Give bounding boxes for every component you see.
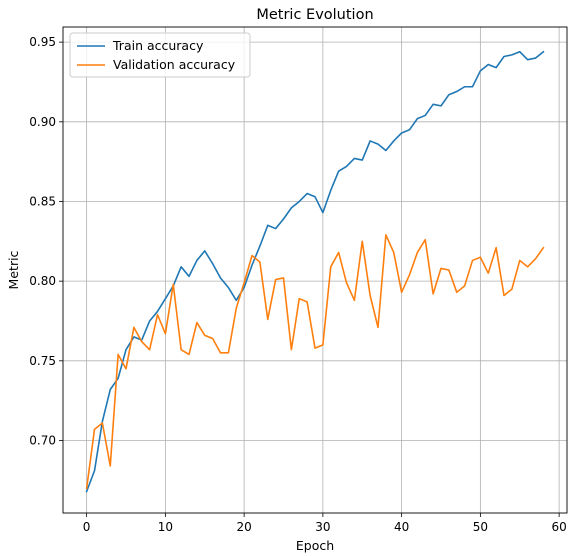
- y-tick-label: 0.80: [29, 274, 56, 288]
- series-line-train: [85, 50, 545, 493]
- y-tick-label: 0.85: [29, 194, 56, 208]
- y-tick-label: 0.95: [29, 35, 56, 49]
- x-tick-label: 10: [158, 520, 173, 534]
- x-axis-label: Epoch: [296, 538, 334, 553]
- legend-frame: [69, 32, 251, 78]
- axis-ticks: 0 10 20 30 40 50 60 0.70 0.75 0.80 0.85 0.90 0.95: [29, 35, 566, 534]
- x-tick-label: 20: [236, 520, 251, 534]
- x-tick-label: 60: [551, 520, 566, 534]
- legend-label-train: Train accuracy: [112, 38, 204, 53]
- series-lines: [85, 50, 545, 493]
- y-tick-label: 0.70: [29, 433, 56, 447]
- plot-frame: [62, 26, 568, 514]
- plot-area: [63, 27, 567, 513]
- legend-label-validation: Validation accuracy: [113, 57, 236, 72]
- legend: Train accuracy Validation accuracy: [69, 32, 251, 78]
- chart-title: Metric Evolution: [256, 7, 373, 23]
- series-line-validation: [85, 234, 545, 490]
- x-tick-label: 40: [394, 520, 409, 534]
- x-tick-label: 0: [83, 520, 91, 534]
- x-tick-label: 50: [473, 520, 488, 534]
- y-axis-label: Metric: [6, 250, 21, 289]
- y-tick-label: 0.75: [29, 354, 56, 368]
- y-tick-label: 0.90: [29, 115, 56, 129]
- x-tick-label: 30: [315, 520, 330, 534]
